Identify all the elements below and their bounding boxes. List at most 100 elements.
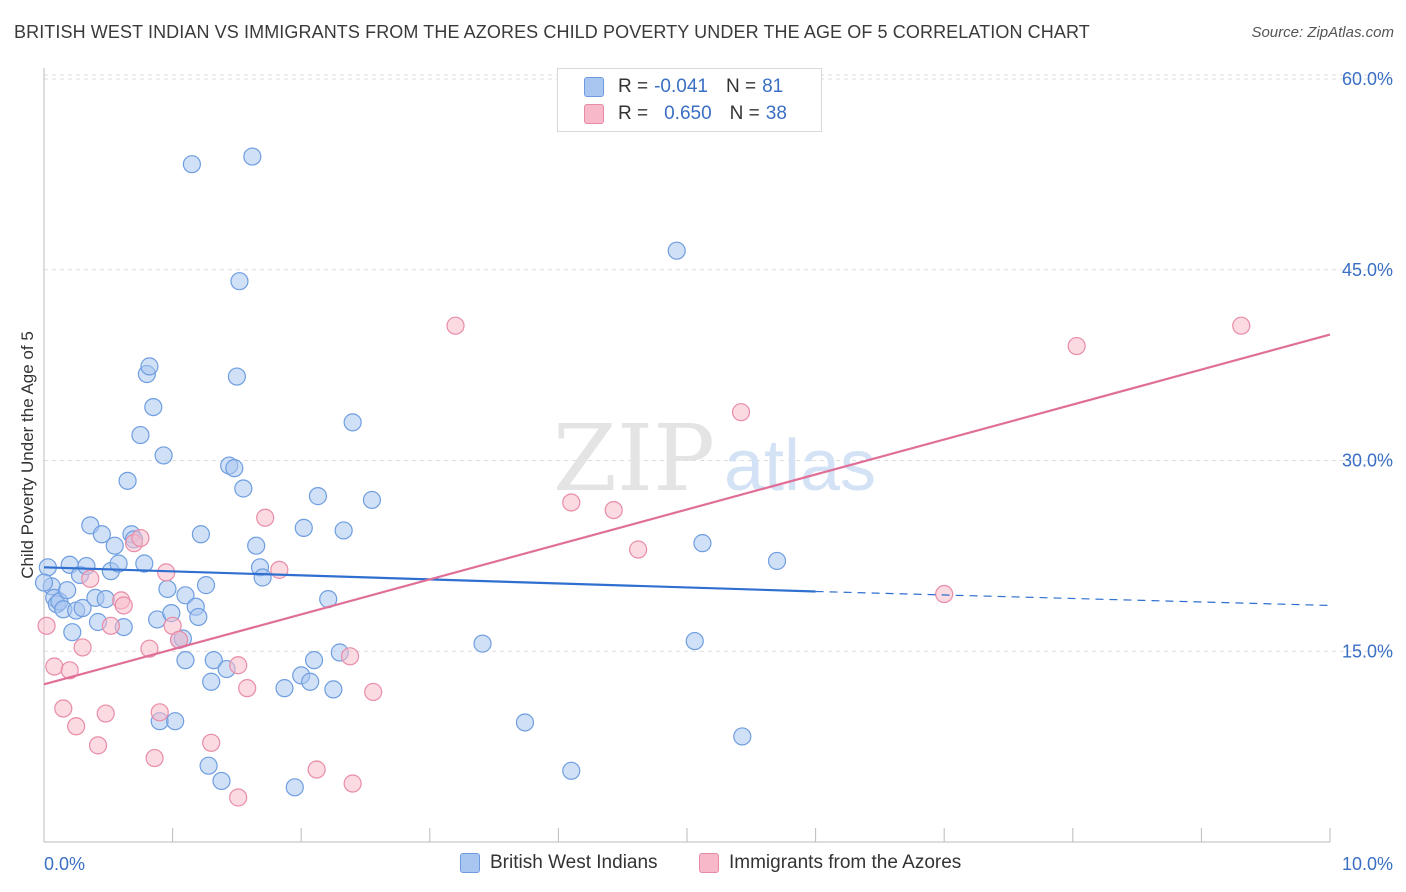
point-azores <box>229 788 248 807</box>
y-tick-label: 60.0% <box>1342 69 1393 89</box>
watermark-zip: ZIP <box>553 405 715 512</box>
point-british-west-indian <box>230 272 249 291</box>
point-british-west-indian <box>154 446 173 465</box>
point-british-west-indian <box>140 357 159 376</box>
legend-r-value: -0.041 <box>654 76 708 97</box>
point-azores <box>131 528 150 548</box>
trend-lines <box>43 333 1331 686</box>
point-azores <box>1067 336 1086 356</box>
point-azores <box>364 682 383 702</box>
point-british-west-indian <box>105 536 124 555</box>
axes <box>43 68 1331 843</box>
point-british-west-indian <box>562 761 581 780</box>
point-azores <box>238 679 257 698</box>
point-azores <box>67 717 86 736</box>
legend-n-value: 38 <box>765 103 787 124</box>
point-british-west-indian <box>685 631 704 651</box>
point-british-west-indian <box>362 490 382 510</box>
point-azores <box>256 508 275 527</box>
point-british-west-indian <box>176 586 195 605</box>
legend-row-british-west-indians: R = -0.041 N = 81 <box>584 74 783 100</box>
point-azores <box>45 657 64 676</box>
point-british-west-indian <box>693 534 712 553</box>
point-british-west-indian <box>225 459 244 478</box>
point-british-west-indian <box>176 651 195 670</box>
point-azores <box>145 748 164 768</box>
legend-swatch-blue <box>584 77 604 97</box>
watermark: ZIP atlas <box>553 405 876 512</box>
point-british-west-indian <box>144 397 163 417</box>
legend-r-value: 0.650 <box>664 103 712 124</box>
point-british-west-indian <box>202 672 221 691</box>
point-british-west-indian <box>212 771 231 791</box>
legend-r-label: R = <box>618 76 649 97</box>
legend-r-label: R = <box>618 103 649 124</box>
point-british-west-indian <box>131 425 150 445</box>
point-british-west-indian <box>285 778 304 797</box>
x-tick-label: 10.0% <box>1342 854 1393 874</box>
point-british-west-indian <box>73 598 92 618</box>
point-british-west-indian <box>63 623 82 642</box>
point-british-west-indian <box>166 712 185 731</box>
trend-line-extension <box>815 590 1331 607</box>
source-credit: Source: ZipAtlas.com <box>1251 24 1394 41</box>
point-british-west-indian <box>199 756 218 775</box>
point-azores <box>81 569 100 588</box>
point-british-west-indian <box>34 573 54 592</box>
point-british-west-indian <box>196 576 216 595</box>
point-azores <box>96 704 115 723</box>
point-british-west-indian <box>58 581 77 600</box>
tick-labels: 15.0% 30.0% 45.0% 60.0% 0.0% 10.0% <box>44 69 1393 874</box>
legend-n-value: 81 <box>762 76 784 97</box>
point-british-west-indian <box>767 551 787 571</box>
point-british-west-indian <box>343 413 362 432</box>
point-azores <box>343 774 362 793</box>
point-british-west-indian <box>243 147 262 166</box>
point-azores <box>935 584 954 604</box>
data-points <box>34 147 1251 807</box>
point-british-west-indian <box>96 590 115 609</box>
x-tick-label: 0.0% <box>44 854 85 874</box>
chart-title: BRITISH WEST INDIAN VS IMMIGRANTS FROM T… <box>14 22 1090 42</box>
point-british-west-indian <box>204 651 223 670</box>
legend-swatch-blue <box>460 853 480 873</box>
point-azores <box>150 703 169 722</box>
legend-n-label: N = <box>725 76 757 97</box>
point-british-west-indian <box>733 727 752 746</box>
legend-swatch-pink <box>699 853 719 873</box>
point-azores <box>229 656 248 675</box>
point-azores <box>114 596 133 615</box>
point-british-west-indian <box>515 713 535 732</box>
point-azores <box>37 616 56 635</box>
point-azores <box>562 493 581 512</box>
point-azores <box>202 733 221 752</box>
point-azores <box>731 403 751 422</box>
point-british-west-indian <box>227 367 246 386</box>
point-british-west-indian <box>308 487 328 506</box>
legend-n-label: N = <box>729 103 760 124</box>
y-axis-label: Child Poverty Under the Age of 5 <box>18 331 37 579</box>
y-tick-label: 30.0% <box>1342 451 1393 471</box>
legend-label: British West Indians <box>490 852 658 873</box>
point-azores <box>1232 316 1251 335</box>
point-british-west-indian <box>253 568 272 587</box>
point-azores <box>54 699 73 718</box>
point-azores <box>60 661 79 680</box>
series-legend: British West Indians Immigrants from the… <box>0 852 1406 878</box>
point-azores <box>340 647 360 666</box>
point-azores <box>73 638 92 657</box>
point-british-west-indian <box>182 155 201 174</box>
point-azores <box>604 500 623 520</box>
point-british-west-indian <box>324 680 343 699</box>
point-azores <box>101 616 120 635</box>
point-british-west-indian <box>247 536 266 555</box>
y-tick-label: 15.0% <box>1342 641 1393 661</box>
point-british-west-indian <box>473 634 492 653</box>
point-azores <box>88 736 108 755</box>
legend-row-azores: R = 0.650 N = 38 <box>584 101 787 127</box>
point-british-west-indian <box>334 521 353 540</box>
point-british-west-indian <box>158 579 177 599</box>
point-azores <box>446 316 465 335</box>
point-british-west-indian <box>294 518 313 537</box>
